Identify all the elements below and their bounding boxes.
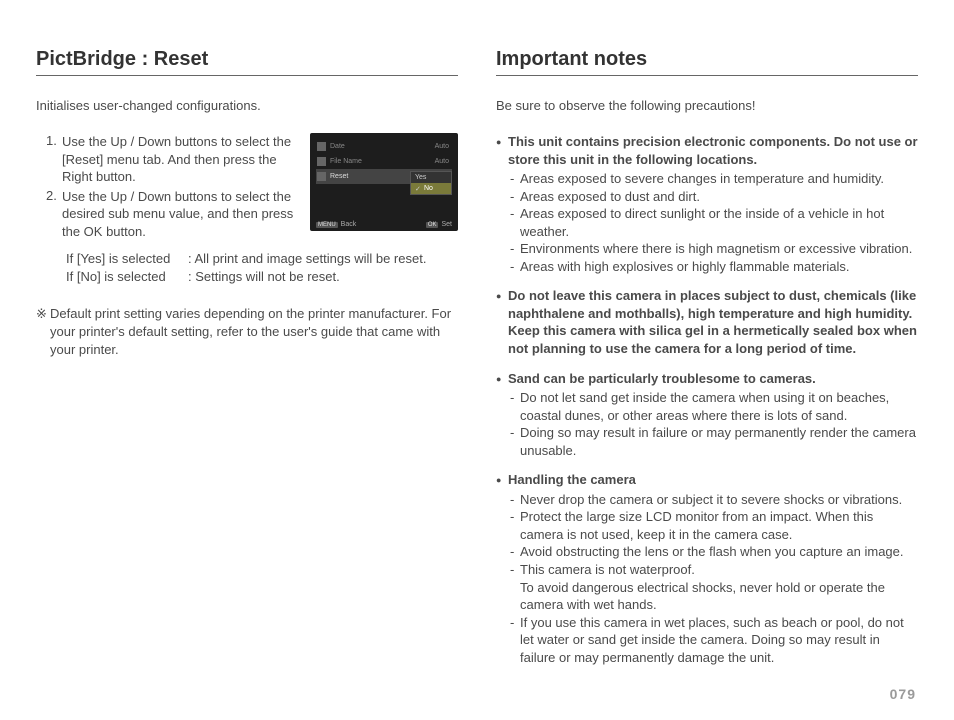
note-block: ※Default print setting varies depending … [36, 305, 458, 360]
reset-icon [317, 172, 326, 181]
bullet-lead: Sand can be particularly troublesome to … [508, 371, 816, 386]
ss-filename-label: File Name [330, 158, 362, 165]
step-1: Use the Up / Down buttons to select the … [60, 133, 296, 186]
bullet-lead: This unit contains precision electronic … [508, 134, 918, 167]
heading-pictbridge: PictBridge : Reset [36, 48, 458, 76]
reference-mark-icon: ※ [36, 305, 50, 323]
note-text: Default print setting varies depending o… [50, 306, 451, 357]
sub-list: Do not let sand get inside the camera wh… [508, 389, 918, 459]
bullet-item: This unit contains precision electronic … [496, 133, 918, 275]
sub-item: This camera is not waterproof.To avoid d… [510, 561, 918, 614]
ok-btn-tag: OK [426, 222, 439, 228]
sub-item: Areas exposed to direct sunlight or the … [510, 205, 918, 240]
filename-icon [317, 157, 326, 166]
bullet-item: Do not leave this camera in places subje… [496, 287, 918, 357]
bullet-list: This unit contains precision electronic … [496, 133, 918, 666]
sub-item: Areas exposed to dust and dirt. [510, 188, 918, 206]
popup-yes-no: Yes No [410, 171, 452, 195]
ss-date-value: Auto [435, 143, 449, 150]
sub-item: Avoid obstructing the lens or the flash … [510, 543, 918, 561]
sub-item: Never drop the camera or subject it to s… [510, 491, 918, 509]
bullet-lead: Do not leave this camera in places subje… [508, 288, 917, 356]
check-icon [415, 185, 422, 192]
popup-yes: Yes [415, 174, 426, 181]
sub-item: Areas with high explosives or highly fla… [510, 258, 918, 276]
bullet-lead: Handling the camera [508, 472, 636, 487]
explain-block: If [Yes] is selected: All print and imag… [36, 250, 458, 286]
right-column: Important notes Be sure to observe the f… [496, 48, 918, 678]
step-2: Use the Up / Down buttons to select the … [60, 188, 296, 241]
sub-list: Never drop the camera or subject it to s… [508, 491, 918, 666]
ss-date-label: Date [330, 143, 345, 150]
sub-item: Do not let sand get inside the camera wh… [510, 389, 918, 424]
sub-item: Doing so may result in failure or may pe… [510, 424, 918, 459]
bullet-item: Handling the camera Never drop the camera… [496, 471, 918, 666]
sub-item: Areas exposed to severe changes in tempe… [510, 170, 918, 188]
sub-list: Areas exposed to severe changes in tempe… [508, 170, 918, 275]
popup-no: No [424, 185, 433, 192]
page-number: 079 [890, 686, 916, 702]
sub-item: Protect the large size LCD monitor from … [510, 508, 918, 543]
heading-important: Important notes [496, 48, 918, 76]
sub-item: Environments where there is high magneti… [510, 240, 918, 258]
camera-menu-screenshot: Date Auto File Name Auto Reset Yes No MENU… [310, 133, 458, 231]
date-icon [317, 142, 326, 151]
explain-no-r: : Settings will not be reset. [188, 268, 340, 286]
bullet-item: Sand can be particularly troublesome to … [496, 370, 918, 460]
explain-yes-l: If [Yes] is selected [66, 250, 188, 268]
explain-no-l: If [No] is selected [66, 268, 188, 286]
ss-reset-label: Reset [330, 173, 348, 180]
ss-back: Back [341, 221, 357, 228]
menu-btn-tag: MENU [316, 222, 338, 228]
ss-set: Set [441, 221, 452, 228]
explain-yes-r: : All print and image settings will be r… [188, 250, 426, 268]
ss-filename-value: Auto [435, 158, 449, 165]
left-column: PictBridge : Reset Initialises user-chan… [36, 48, 458, 678]
steps-list: 1.Use the Up / Down buttons to select th… [36, 133, 302, 242]
intro-left: Initialises user-changed configurations. [36, 98, 458, 113]
sub-item: If you use this camera in wet places, su… [510, 614, 918, 667]
intro-right: Be sure to observe the following precaut… [496, 98, 918, 113]
